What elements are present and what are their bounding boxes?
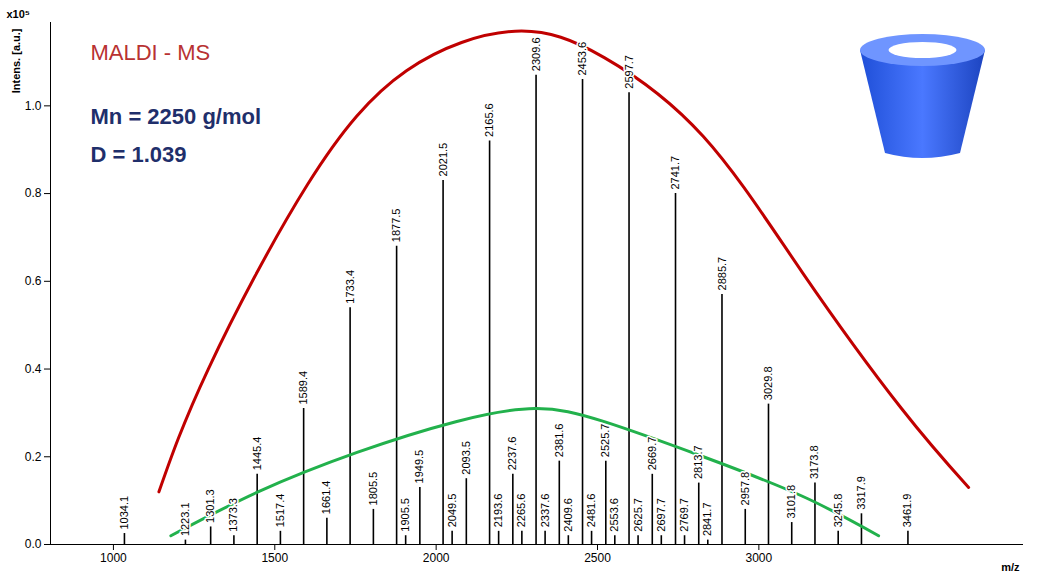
svg-text:3173.8: 3173.8	[808, 445, 820, 479]
svg-text:1661.4: 1661.4	[320, 481, 332, 515]
svg-text:2741.7: 2741.7	[669, 156, 681, 190]
svg-text:2193.6: 2193.6	[492, 494, 504, 528]
svg-text:0.8: 0.8	[25, 186, 42, 200]
svg-text:2841.7: 2841.7	[701, 502, 713, 536]
svg-text:1517.4: 1517.4	[274, 494, 286, 528]
svg-text:2265.6: 2265.6	[515, 494, 527, 528]
svg-text:x10⁵: x10⁵	[7, 8, 31, 20]
svg-text:0.2: 0.2	[25, 450, 42, 464]
svg-text:MALDI - MS: MALDI - MS	[91, 40, 211, 65]
svg-text:3461.9: 3461.9	[901, 494, 913, 528]
svg-text:3101.8: 3101.8	[785, 485, 797, 519]
svg-text:Mn = 2250 g/mol: Mn = 2250 g/mol	[91, 104, 262, 129]
svg-text:1.0: 1.0	[25, 99, 42, 113]
svg-text:Intens. [a.u.]: Intens. [a.u.]	[10, 28, 22, 93]
svg-text:1445.4: 1445.4	[251, 437, 263, 471]
svg-text:2769.7: 2769.7	[678, 498, 690, 532]
svg-text:1905.5: 1905.5	[399, 498, 411, 532]
svg-text:3317.9: 3317.9	[855, 476, 867, 510]
svg-text:2309.6: 2309.6	[530, 37, 542, 71]
svg-text:3000: 3000	[746, 551, 773, 565]
svg-text:2049.5: 2049.5	[446, 494, 458, 528]
svg-text:2337.6: 2337.6	[539, 494, 551, 528]
svg-text:0.6: 0.6	[25, 274, 42, 288]
svg-text:2021.5: 2021.5	[437, 143, 449, 177]
svg-text:2381.6: 2381.6	[553, 423, 565, 457]
svg-text:1877.5: 1877.5	[390, 209, 402, 243]
svg-text:1034.1: 1034.1	[118, 496, 130, 530]
svg-text:2453.6: 2453.6	[576, 42, 588, 76]
svg-text:1805.5: 1805.5	[367, 472, 379, 506]
svg-text:1589.4: 1589.4	[297, 371, 309, 405]
svg-text:D = 1.039: D = 1.039	[91, 142, 187, 167]
svg-text:1000: 1000	[100, 551, 127, 565]
svg-text:2885.7: 2885.7	[716, 257, 728, 291]
svg-text:2500: 2500	[584, 551, 611, 565]
svg-text:1949.5: 1949.5	[413, 450, 425, 484]
svg-text:1373.3: 1373.3	[227, 498, 239, 532]
svg-text:2481.6: 2481.6	[585, 494, 597, 528]
svg-text:0.4: 0.4	[25, 362, 42, 376]
svg-text:2625.7: 2625.7	[632, 498, 644, 532]
svg-text:2409.6: 2409.6	[562, 498, 574, 532]
svg-text:2093.5: 2093.5	[460, 441, 472, 475]
svg-text:3029.8: 3029.8	[762, 366, 774, 400]
svg-text:2669.7: 2669.7	[646, 437, 658, 471]
svg-text:2237.6: 2237.6	[506, 437, 518, 471]
svg-text:1500: 1500	[261, 551, 288, 565]
svg-text:1301.3: 1301.3	[204, 489, 216, 523]
svg-text:2813.7: 2813.7	[692, 445, 704, 479]
svg-text:2697.7: 2697.7	[655, 498, 667, 532]
svg-text:m/z: m/z	[1001, 561, 1020, 573]
svg-text:3245.8: 3245.8	[832, 494, 844, 528]
svg-text:2597.7: 2597.7	[623, 55, 635, 89]
svg-text:2553.6: 2553.6	[608, 498, 620, 532]
svg-text:2957.8: 2957.8	[739, 472, 751, 506]
svg-text:1733.4: 1733.4	[344, 270, 356, 304]
svg-text:0.0: 0.0	[25, 537, 42, 551]
svg-text:2525.7: 2525.7	[599, 423, 611, 457]
svg-text:2000: 2000	[423, 551, 450, 565]
svg-text:1223.1: 1223.1	[179, 502, 191, 536]
svg-text:2165.6: 2165.6	[483, 103, 495, 137]
